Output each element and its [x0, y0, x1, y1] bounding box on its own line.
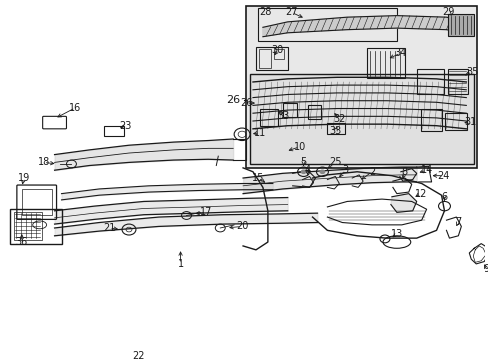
Bar: [307, 105, 321, 120]
Text: 16: 16: [69, 103, 81, 113]
Text: 17: 17: [200, 207, 212, 217]
Text: 26: 26: [240, 98, 252, 108]
Text: 1: 1: [177, 259, 183, 269]
Text: 22: 22: [132, 351, 145, 360]
Bar: [416, 69, 444, 94]
Text: 21: 21: [103, 223, 115, 233]
Text: 18: 18: [38, 157, 50, 167]
Text: 4: 4: [304, 165, 310, 175]
Bar: [255, 47, 287, 70]
Circle shape: [319, 170, 325, 174]
Text: 11: 11: [253, 128, 265, 138]
Bar: [282, 103, 296, 117]
Text: 10: 10: [293, 142, 305, 152]
Text: 28: 28: [259, 8, 271, 18]
Bar: [245, 6, 476, 168]
Bar: [14, 212, 41, 240]
Text: 24: 24: [436, 171, 449, 181]
Text: 8: 8: [401, 167, 407, 177]
Bar: [10, 209, 61, 244]
Circle shape: [300, 170, 306, 174]
Text: 15: 15: [251, 173, 264, 183]
Bar: [260, 109, 277, 126]
Text: 30: 30: [271, 45, 284, 55]
Bar: [259, 49, 270, 68]
Text: 26: 26: [225, 95, 240, 105]
Text: 34: 34: [394, 48, 406, 58]
Text: 35: 35: [465, 67, 477, 77]
Text: 20: 20: [235, 221, 248, 231]
Bar: [420, 109, 442, 131]
Text: 32: 32: [332, 114, 345, 124]
Polygon shape: [263, 15, 470, 37]
Bar: [249, 74, 473, 164]
Text: 31: 31: [463, 117, 475, 127]
Text: 25: 25: [328, 157, 341, 167]
Text: 33: 33: [277, 111, 289, 121]
Text: 29: 29: [441, 8, 454, 18]
Text: 13: 13: [390, 229, 402, 239]
Text: 33: 33: [328, 126, 341, 136]
Bar: [445, 113, 467, 130]
Polygon shape: [390, 194, 416, 212]
Text: 6: 6: [441, 192, 447, 202]
Bar: [447, 69, 468, 94]
Text: 3: 3: [342, 165, 347, 175]
Bar: [327, 123, 345, 134]
Bar: [104, 126, 124, 136]
Bar: [366, 48, 404, 78]
Text: 27: 27: [285, 8, 297, 18]
Text: 2: 2: [368, 167, 374, 177]
Text: 7: 7: [454, 217, 461, 227]
Text: 23: 23: [119, 121, 131, 131]
Bar: [258, 8, 396, 41]
Text: 14: 14: [420, 165, 432, 175]
Bar: [273, 49, 283, 59]
Text: 12: 12: [414, 189, 426, 199]
Bar: [447, 14, 473, 36]
Bar: [22, 189, 52, 216]
Text: 5: 5: [300, 157, 306, 167]
Text: 9: 9: [482, 264, 488, 274]
Text: 36: 36: [16, 237, 28, 247]
Text: 19: 19: [18, 173, 30, 183]
